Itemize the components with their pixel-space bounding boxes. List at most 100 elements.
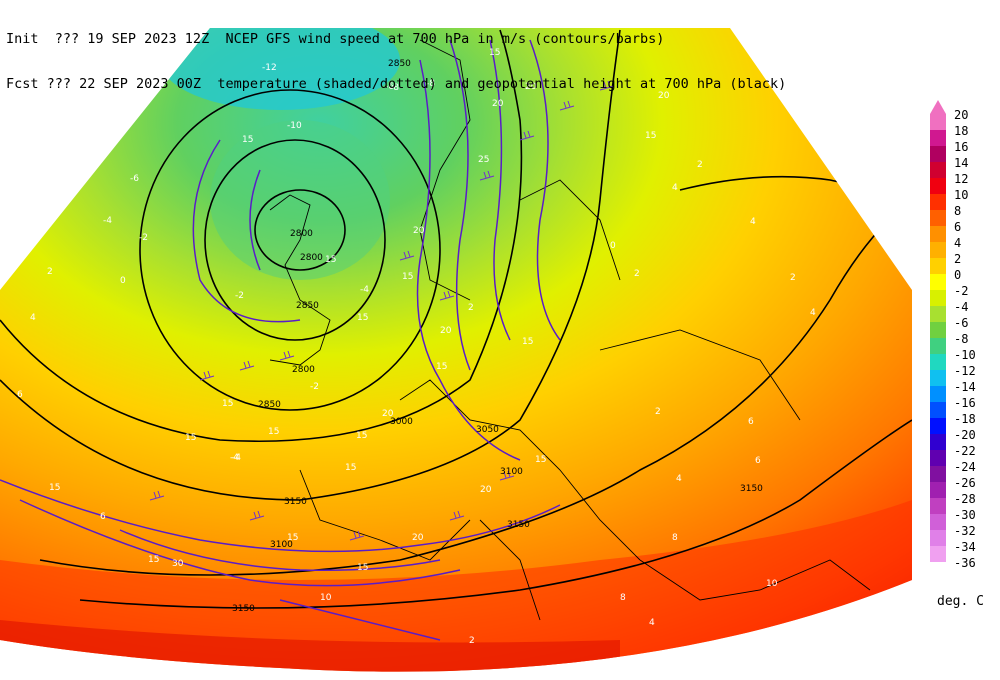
colorbar-swatch <box>930 530 946 546</box>
colorbar-level-label: 6 <box>954 220 962 234</box>
colorbar-swatch <box>930 386 946 402</box>
height-labels: 2850 2800 2800 2850 2800 2850 3000 3050 … <box>232 59 763 614</box>
cold-pool-north <box>160 28 400 110</box>
height-label: 2850 <box>296 301 319 311</box>
wind-label: 20 <box>658 91 670 101</box>
colorbar-level-label: 4 <box>954 236 962 250</box>
colorbar-swatch <box>930 210 946 226</box>
temp-label: 4 <box>810 308 816 318</box>
colorbar-level-label: 8 <box>954 204 962 218</box>
colorbar-swatch <box>930 290 946 306</box>
wind-label: 15 <box>287 533 298 543</box>
colorbar-level-label: -12 <box>954 364 976 378</box>
height-contours <box>0 29 912 609</box>
temp-label: -6 <box>385 82 394 92</box>
colorbar-swatch <box>930 370 946 386</box>
temp-label: -2 <box>235 291 244 301</box>
wind-label: 15 <box>242 135 253 145</box>
temp-label: 6 <box>755 456 761 466</box>
temp-label: -2 <box>310 382 319 392</box>
colorbar-level-label: -20 <box>954 428 976 442</box>
temperature-labels: -12 -10 -8 -6 -4 -2 0 2 4 6 -4 -2 -6 -8 … <box>17 63 816 646</box>
temp-label: 2 <box>697 160 703 170</box>
colorbar-level-label: 12 <box>954 172 969 186</box>
colorbar-level-label: -22 <box>954 444 976 458</box>
temp-label: -8 <box>426 79 435 89</box>
temp-label: -4 <box>103 216 112 226</box>
height-label: 3150 <box>284 497 307 507</box>
wind-label: 30 <box>172 559 184 569</box>
temp-label: -4 <box>230 453 239 463</box>
colorbar-swatch <box>930 418 946 434</box>
colorbar-swatch <box>930 434 946 450</box>
wind-label: 15 <box>148 555 159 565</box>
temp-label: -12 <box>262 63 277 73</box>
init-line: Init ??? 19 SEP 2023 12Z NCEP GFS wind s… <box>6 31 665 47</box>
colorbar-swatch <box>930 194 946 210</box>
wind-label: 15 <box>489 48 500 58</box>
temp-label: 4 <box>649 618 655 628</box>
temp-label: -8 <box>390 83 399 93</box>
colorbar-level-label: -26 <box>954 476 976 490</box>
wind-label: 15 <box>345 463 356 473</box>
wind-label: 15 <box>356 431 367 441</box>
temp-label: 6 <box>100 512 106 522</box>
temp-label: 10 <box>766 579 778 589</box>
colorbar-swatch <box>930 242 946 258</box>
height-label: 2800 <box>292 365 315 375</box>
wind-contours <box>0 39 561 641</box>
wind-label: 15 <box>268 427 279 437</box>
wind-label: 25 <box>478 155 489 165</box>
colorbar-level-label: -32 <box>954 524 976 538</box>
height-label: 3150 <box>740 484 763 494</box>
wind-labels: 15 15 15 15 20 20 25 15 20 15 15 15 20 1… <box>49 48 670 573</box>
colorbar-level-label: 10 <box>954 188 969 202</box>
height-label: 2850 <box>388 59 411 69</box>
colorbar-swatch <box>930 322 946 338</box>
height-label: 3100 <box>270 540 293 550</box>
wind-label: 15 <box>357 563 368 573</box>
colorbar-level-label: -6 <box>954 316 969 330</box>
map-header: Init ??? 19 SEP 2023 12Z NCEP GFS wind s… <box>6 2 786 107</box>
colorbar-swatch <box>930 402 946 418</box>
colorbar-level-label: -36 <box>954 556 976 570</box>
colorbar-swatch <box>930 338 946 354</box>
colorbar-level-label: -28 <box>954 492 976 506</box>
height-label: 2800 <box>290 229 313 239</box>
colorbar-level-label: -4 <box>954 300 969 314</box>
colorbar-level-label: 14 <box>954 156 969 170</box>
wind-label: 20 <box>525 82 537 92</box>
colorbar-swatch <box>930 274 946 290</box>
height-label: 3000 <box>390 417 413 427</box>
colorbar-level-label: 16 <box>954 140 969 154</box>
temp-label: -6 <box>130 174 139 184</box>
wind-label: 15 <box>522 337 533 347</box>
warm-band-south <box>0 500 912 672</box>
colorbar-arrow <box>930 100 946 114</box>
colorbar-swatch <box>930 130 946 146</box>
wind-label: 15 <box>436 362 447 372</box>
units-label: deg. C <box>937 594 984 609</box>
temp-label: -2 <box>139 233 148 243</box>
colorbar-swatch <box>930 146 946 162</box>
colorbar-level-label: -24 <box>954 460 976 474</box>
temp-label: 2 <box>469 636 475 646</box>
colorbar-swatch <box>930 258 946 274</box>
height-label: 3150 <box>507 520 530 530</box>
wind-label: 15 <box>402 272 413 282</box>
wind-label: 20 <box>492 99 504 109</box>
temp-label: 2 <box>634 269 640 279</box>
colorbar-level-label: -2 <box>954 284 969 298</box>
temp-label: 2 <box>47 267 53 277</box>
colorbar-level-label: 2 <box>954 252 962 266</box>
wind-label: 15 <box>49 483 60 493</box>
colorbar-level-label: -30 <box>954 508 976 522</box>
temp-label: 6 <box>748 417 754 427</box>
colorbar-swatch <box>930 162 946 178</box>
wind-label: 15 <box>222 399 233 409</box>
colorbar-level-label: -34 <box>954 540 976 554</box>
colorbar-swatch <box>930 466 946 482</box>
colorbar-swatch <box>930 354 946 370</box>
colorbar-swatch <box>930 498 946 514</box>
